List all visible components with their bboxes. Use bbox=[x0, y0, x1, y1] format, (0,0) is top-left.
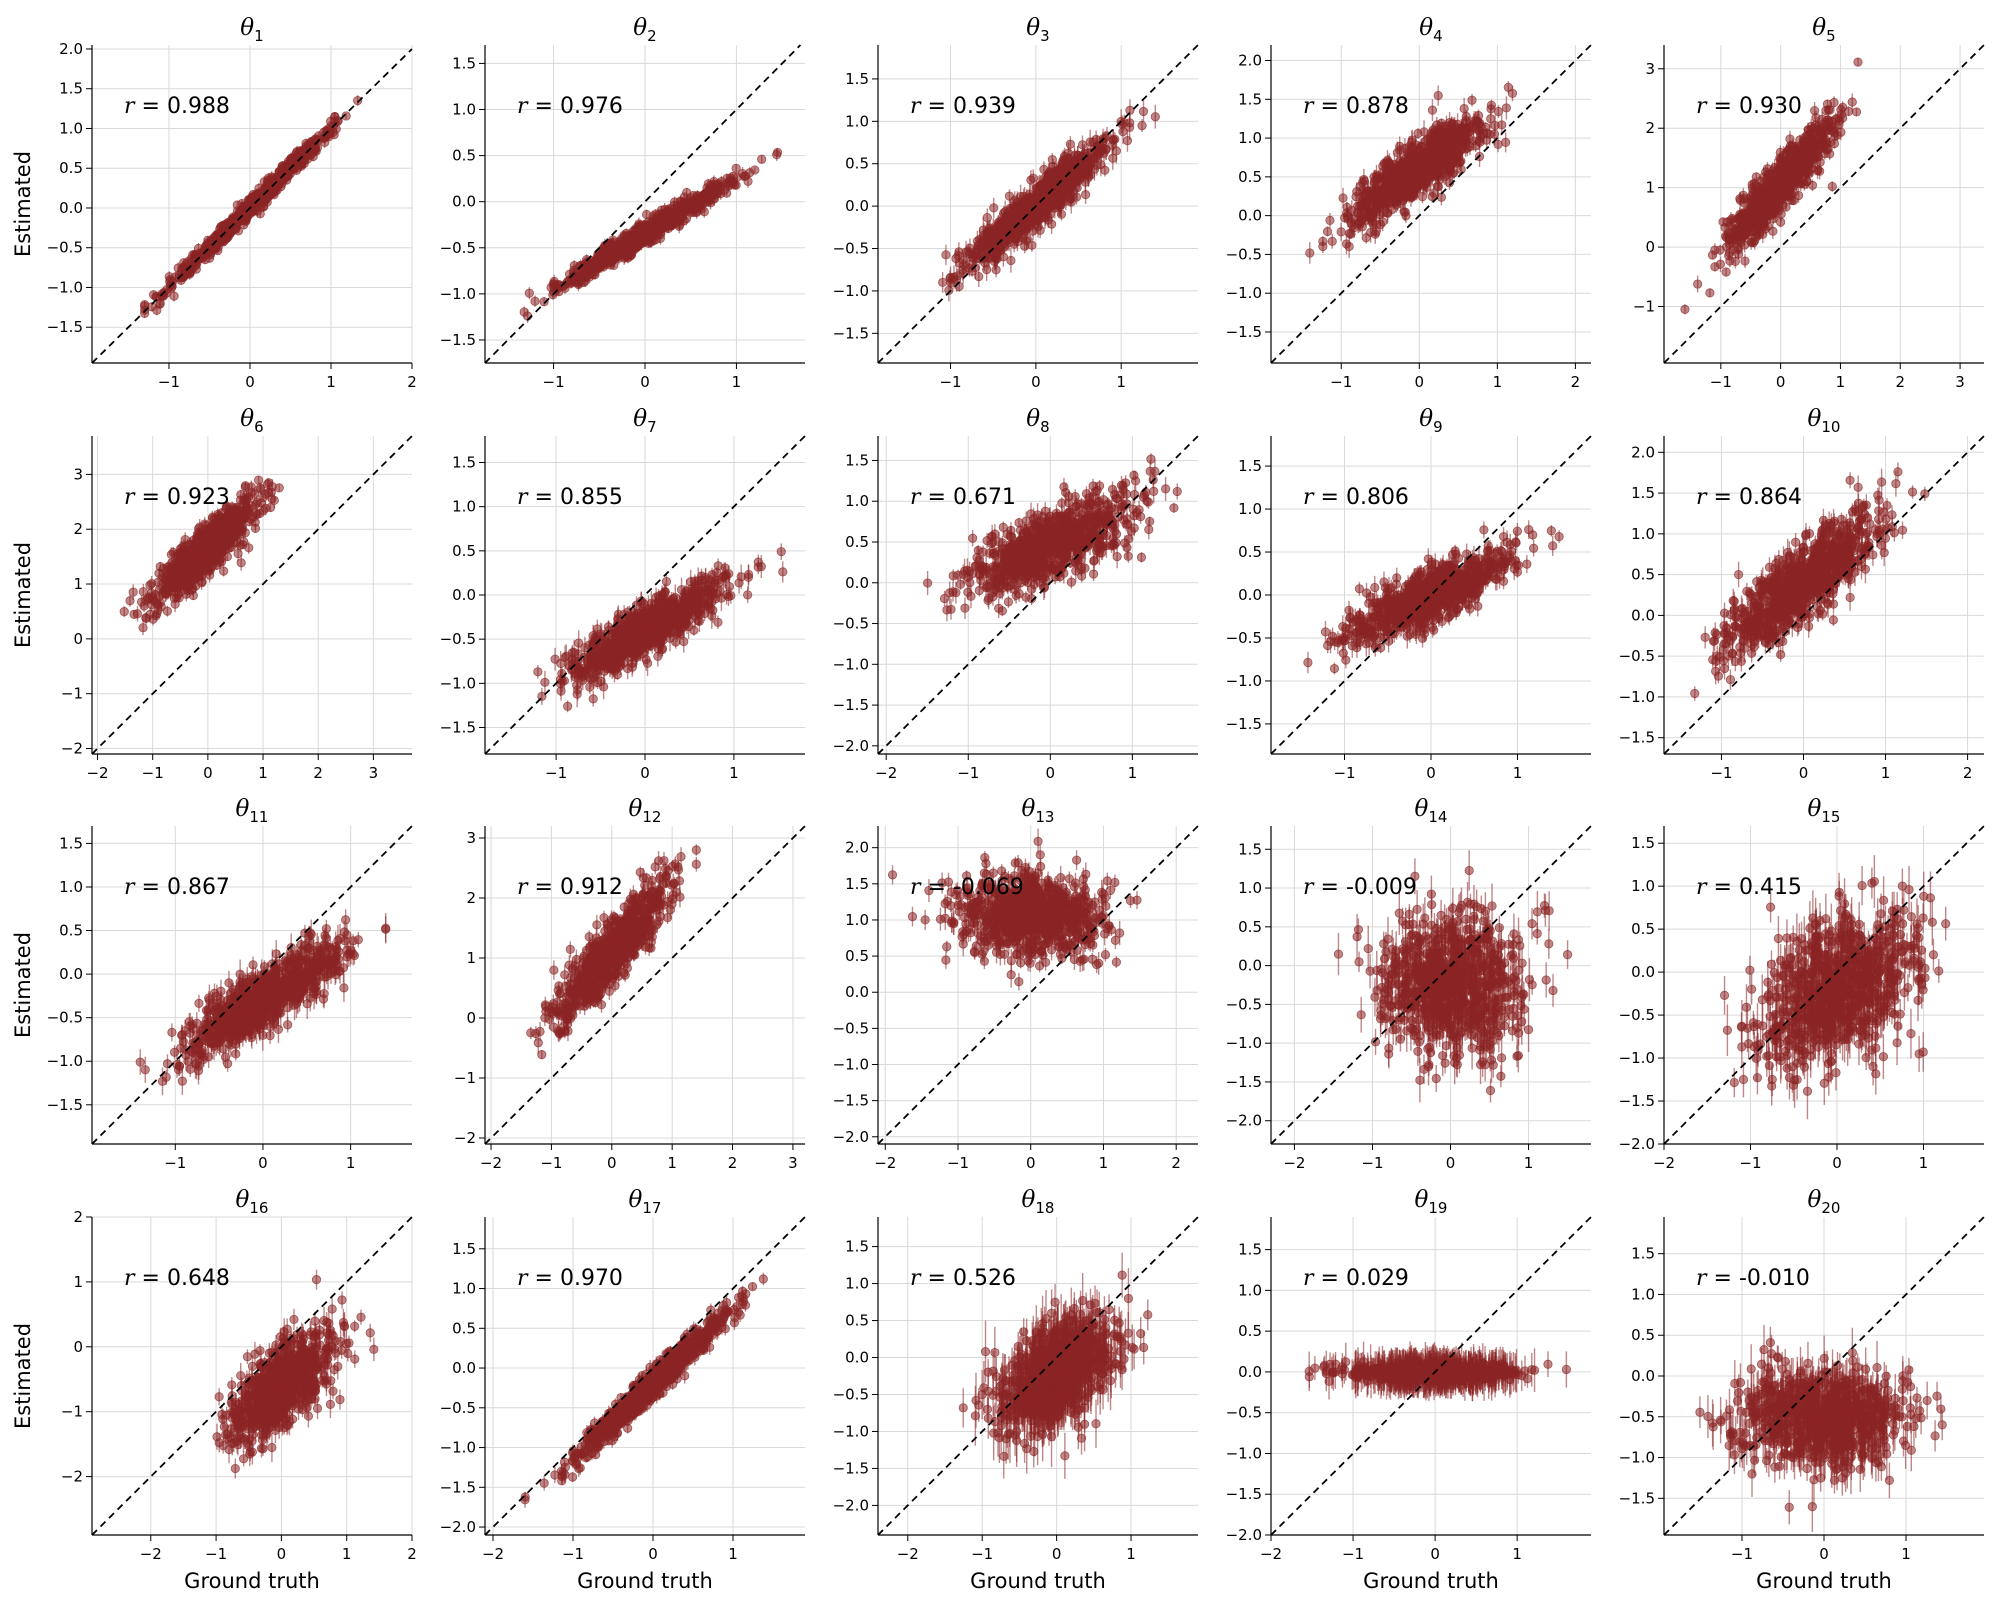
x-tick-label: 1 bbox=[326, 373, 336, 391]
x-tick-label: 2 bbox=[407, 373, 417, 391]
scatter-point bbox=[310, 136, 318, 144]
y-tick-label: 2.0 bbox=[59, 40, 83, 58]
correlation-label: r = 0.988 bbox=[124, 94, 230, 119]
scatter-point bbox=[531, 297, 539, 305]
scatter-point bbox=[773, 148, 781, 156]
panel-title: θ1 bbox=[240, 15, 263, 45]
data-points bbox=[520, 148, 782, 323]
scatter-point bbox=[757, 155, 765, 163]
y-tick-label: −0.5 bbox=[47, 239, 83, 257]
scatter-point bbox=[153, 306, 161, 314]
scatter-point bbox=[232, 219, 240, 227]
scatter-point bbox=[212, 236, 220, 244]
y-tick-label: 0.5 bbox=[59, 159, 83, 177]
scatter-point bbox=[520, 308, 528, 316]
scatter-point bbox=[203, 247, 211, 255]
y-tick-label: 1.5 bbox=[59, 80, 83, 98]
scatter-point bbox=[254, 200, 262, 208]
y-tick-label: 0.0 bbox=[59, 199, 83, 217]
y-tick-label: −1.5 bbox=[47, 318, 83, 336]
y-tick-label: −1.0 bbox=[47, 278, 83, 296]
scatter-point bbox=[242, 216, 250, 224]
scatter-point bbox=[732, 164, 740, 172]
scatter-point bbox=[255, 184, 263, 192]
x-tick-label: −1 bbox=[158, 373, 180, 391]
scatter-point bbox=[234, 227, 242, 235]
y-tick-label: 1.0 bbox=[59, 119, 83, 137]
x-tick-label: 0 bbox=[245, 373, 255, 391]
panel-1: −1 0 1 2 −1.5 −1.0 −0.5 0.0 0.5 1.0 1.5 2.0 θ1 r = 0.… bbox=[47, 15, 417, 391]
scatter-point bbox=[540, 298, 548, 306]
scatter-point bbox=[149, 291, 157, 299]
